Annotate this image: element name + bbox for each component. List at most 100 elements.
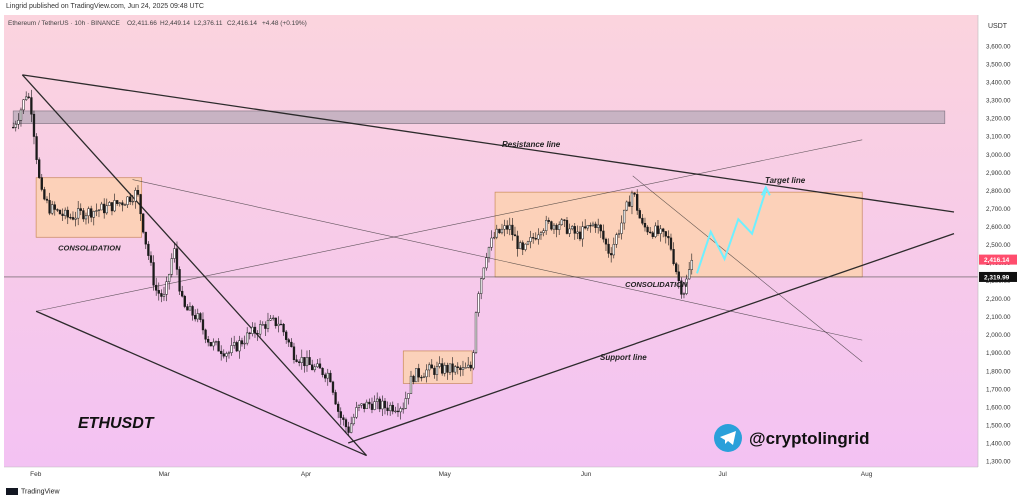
candle-body	[474, 312, 478, 353]
candle-body	[253, 326, 257, 334]
candle-body	[485, 257, 488, 269]
candle-body	[641, 217, 644, 224]
candle-body	[560, 219, 563, 225]
candle-body	[19, 109, 23, 121]
candle-body	[292, 346, 296, 360]
candle-body	[256, 332, 259, 335]
candle-body	[181, 290, 184, 297]
candle-body	[214, 341, 218, 343]
candle-body	[435, 366, 439, 375]
candle-body	[238, 340, 241, 352]
y-tick-label: 3,100.00	[986, 134, 1011, 141]
candle-body	[56, 209, 59, 211]
candle-body	[188, 306, 192, 311]
candle-body	[131, 200, 134, 203]
x-tick-label: Feb	[30, 471, 42, 478]
candle-body	[664, 231, 667, 237]
candle-body	[630, 192, 634, 207]
candle-body	[165, 281, 168, 295]
candle-body	[363, 403, 366, 409]
candle-body	[103, 203, 106, 214]
candle-body	[360, 403, 363, 406]
candle-body	[350, 423, 353, 433]
candle-body	[456, 366, 459, 368]
candle-body	[113, 200, 116, 212]
y-tick-label: 2,900.00	[986, 170, 1011, 177]
trend-line	[36, 139, 863, 312]
candle-body	[521, 242, 524, 250]
candle-body	[220, 350, 223, 354]
candle-body	[573, 226, 576, 234]
candle-body	[274, 317, 277, 327]
candle-body	[277, 323, 280, 327]
x-axis-panel	[4, 467, 978, 483]
candle-body	[396, 410, 400, 413]
candle-body	[586, 225, 589, 229]
candle-body	[64, 209, 67, 216]
candle-body	[134, 190, 137, 202]
candle-body	[285, 331, 288, 340]
candle-body	[160, 293, 163, 297]
candle-body	[347, 426, 350, 433]
candle-body	[607, 243, 610, 254]
candle-body	[602, 230, 605, 240]
candle-body	[680, 280, 683, 295]
y-tick-label: 1,900.00	[986, 350, 1011, 357]
candle-body	[443, 364, 446, 374]
candle-body	[69, 216, 72, 219]
candle-body	[500, 228, 504, 234]
candle-body	[139, 194, 142, 215]
candle-body	[279, 323, 283, 326]
candle-body	[508, 224, 511, 230]
y-tick-label: 1,800.00	[986, 368, 1011, 375]
candle-body	[633, 192, 636, 195]
candle-body	[394, 410, 397, 413]
candle-body	[534, 238, 537, 240]
ohlc-high: H2,449.14	[160, 20, 190, 27]
candle-body	[295, 359, 298, 362]
candle-body	[38, 159, 41, 178]
candle-body	[339, 411, 342, 418]
candle-body	[30, 97, 33, 115]
candle-body	[487, 247, 491, 258]
candle-body	[467, 364, 470, 368]
candle-body	[157, 290, 160, 294]
chart-title: ETHUSDT	[78, 415, 155, 432]
candle-body	[441, 363, 444, 374]
candle-body	[584, 226, 587, 229]
candle-body	[95, 210, 98, 212]
candle-body	[329, 372, 332, 383]
y-tick-label: 1,300.00	[986, 459, 1011, 466]
candle-body	[464, 367, 467, 369]
candle-body	[407, 393, 410, 399]
candle-body	[654, 225, 657, 237]
candle-body	[201, 319, 205, 331]
candle-body	[422, 376, 426, 378]
candle-body	[53, 204, 56, 210]
candle-body	[428, 364, 431, 371]
candle-body	[186, 306, 189, 311]
candle-body	[313, 366, 316, 371]
brand-label: TradingView	[21, 488, 60, 496]
candle-body	[344, 419, 348, 428]
candle-body	[415, 368, 418, 383]
candle-body	[490, 237, 493, 248]
candle-body	[357, 404, 361, 408]
candle-body	[222, 353, 225, 357]
candle-body	[495, 228, 498, 238]
candle-body	[45, 198, 49, 201]
candle-body	[643, 222, 647, 228]
target-arrow-icon	[760, 185, 771, 196]
candle-body	[74, 217, 77, 220]
candle-body	[404, 398, 407, 409]
candle-body	[225, 353, 228, 357]
candle-body	[381, 400, 384, 410]
candle-body	[493, 236, 496, 239]
candle-body	[417, 368, 420, 378]
candle-body	[477, 293, 480, 313]
candle-body	[469, 364, 472, 369]
candle-body	[40, 177, 43, 190]
candle-body	[599, 224, 602, 232]
candle-body	[529, 237, 532, 243]
candle-body	[152, 262, 155, 286]
